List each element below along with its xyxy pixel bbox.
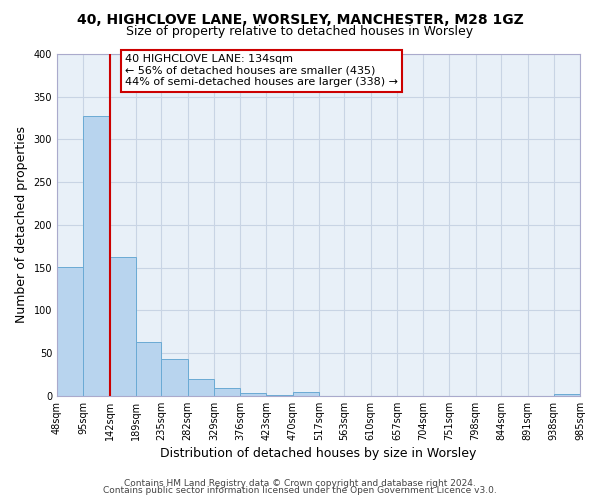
Text: 40 HIGHCLOVE LANE: 134sqm
← 56% of detached houses are smaller (435)
44% of semi: 40 HIGHCLOVE LANE: 134sqm ← 56% of detac… [125,54,398,87]
Bar [83,116,110,396]
Text: Contains public sector information licensed under the Open Government Licence v3: Contains public sector information licen… [103,486,497,495]
X-axis label: Distribution of detached houses by size in Worsley: Distribution of detached houses by size … [160,447,477,460]
Bar [188,378,214,396]
Bar [136,342,161,396]
Bar [161,359,188,396]
Bar [214,388,240,396]
Bar [554,394,580,396]
Bar [266,395,293,396]
Bar [110,256,136,396]
Bar [293,392,319,396]
Text: Size of property relative to detached houses in Worsley: Size of property relative to detached ho… [127,25,473,38]
Y-axis label: Number of detached properties: Number of detached properties [15,126,28,324]
Text: Contains HM Land Registry data © Crown copyright and database right 2024.: Contains HM Land Registry data © Crown c… [124,478,476,488]
Bar [240,394,266,396]
Bar [57,267,83,396]
Text: 40, HIGHCLOVE LANE, WORSLEY, MANCHESTER, M28 1GZ: 40, HIGHCLOVE LANE, WORSLEY, MANCHESTER,… [77,12,523,26]
